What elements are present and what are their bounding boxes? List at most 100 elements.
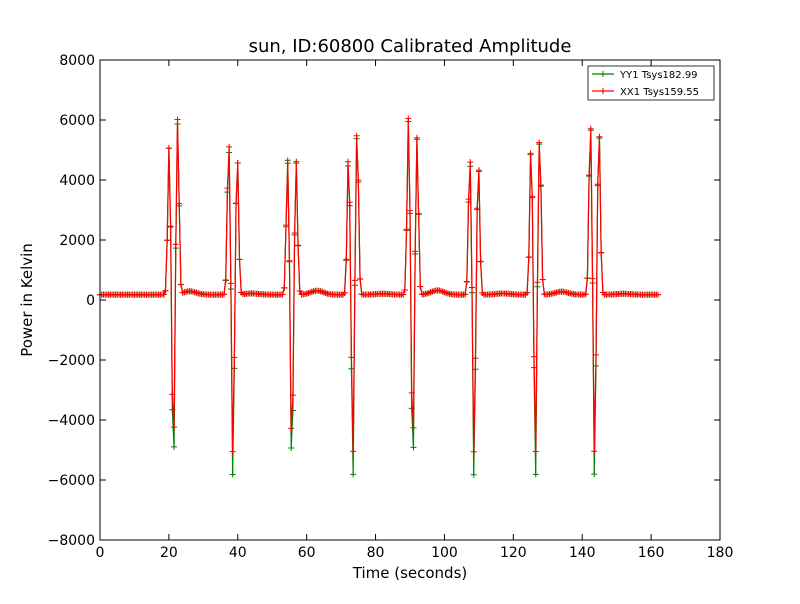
data-point <box>524 289 531 296</box>
data-point <box>221 291 227 298</box>
data-point <box>227 280 234 287</box>
y-tick-label: −4000 <box>48 413 95 429</box>
data-point <box>405 115 412 122</box>
data-point <box>171 443 178 450</box>
axis-ticks: 0 20 40 60 80 100 120 140 160 180 −8000 −6000 −4000 −… <box>48 53 734 561</box>
x-tick-label: 180 <box>707 545 734 561</box>
x-tick-label: 160 <box>638 545 665 561</box>
data-point <box>412 248 419 255</box>
legend-box <box>587 65 715 101</box>
data-point <box>234 160 241 167</box>
data-point <box>296 287 303 294</box>
y-tick-label: −6000 <box>48 473 95 489</box>
data-point <box>345 158 351 165</box>
y-tick-label: −8000 <box>48 533 95 549</box>
y-tick-label: 4000 <box>59 173 95 189</box>
data-point <box>283 223 289 230</box>
y-tick-label: 0 <box>86 293 95 309</box>
data-point <box>176 200 183 207</box>
data-point <box>539 276 546 283</box>
data-point <box>467 159 474 166</box>
y-tick-label: 2000 <box>59 233 95 249</box>
data-point <box>279 291 286 298</box>
data-point <box>350 471 357 478</box>
data-point <box>474 205 481 212</box>
data-point <box>233 200 240 207</box>
data-point <box>534 279 541 286</box>
x-tick-label: 0 <box>96 545 105 561</box>
data-point <box>174 116 181 123</box>
data-point <box>229 471 236 478</box>
data-point <box>410 424 417 431</box>
legend-marker <box>600 71 606 77</box>
legend: YY1 Tsys182.99 XX1 Tsys159.55 <box>587 65 715 101</box>
x-axis-label: Time (seconds) <box>352 564 468 582</box>
data-point <box>289 392 296 399</box>
data-point <box>236 256 243 263</box>
data-point <box>353 132 360 139</box>
data-point <box>288 425 295 432</box>
data-point <box>594 181 601 188</box>
data-point <box>410 444 417 451</box>
x-tick-label: 80 <box>367 545 385 561</box>
x-tick-label: 120 <box>500 545 527 561</box>
data-point <box>462 291 469 298</box>
data-point <box>284 160 291 167</box>
data-point <box>413 134 420 141</box>
data-point <box>417 283 424 290</box>
data-point <box>584 275 591 282</box>
y-axis-label: Power in Kelvin <box>18 243 36 357</box>
data-point <box>408 389 415 396</box>
data-point <box>591 448 598 455</box>
data-point <box>357 275 364 282</box>
data-point <box>293 158 300 165</box>
data-point <box>525 253 532 260</box>
data-point <box>346 199 353 206</box>
data-point <box>403 226 410 233</box>
y-tick-label: 6000 <box>59 113 95 129</box>
data-point <box>532 471 539 478</box>
data-point <box>470 448 477 455</box>
series-xx1 <box>97 115 661 455</box>
data-point <box>655 291 661 298</box>
data-point <box>351 277 358 284</box>
data-point <box>589 275 596 282</box>
data-point <box>231 354 238 361</box>
y-tick-label: −2000 <box>48 353 95 369</box>
data-point <box>469 284 475 291</box>
chart-title: sun, ID:60800 Calibrated Amplitude <box>249 36 572 57</box>
data-point <box>465 196 472 203</box>
data-point <box>224 185 231 192</box>
x-tick-label: 20 <box>160 545 178 561</box>
data-point <box>172 241 179 248</box>
legend-marker <box>600 88 606 94</box>
data-point <box>591 471 598 478</box>
x-tick-label: 100 <box>431 545 458 561</box>
x-tick-label: 40 <box>229 545 247 561</box>
data-point <box>598 249 605 256</box>
data-point <box>470 471 477 478</box>
data-point <box>171 424 178 431</box>
data-point <box>475 167 482 174</box>
data-point <box>281 284 288 291</box>
data-point <box>286 257 293 264</box>
data-point <box>529 193 536 200</box>
data-point <box>401 286 408 293</box>
data-point <box>177 281 184 288</box>
x-tick-label: 140 <box>569 545 596 561</box>
data-point <box>222 276 229 283</box>
data-point <box>350 448 357 455</box>
data-point <box>226 143 233 150</box>
y-tick-label: 8000 <box>59 53 95 69</box>
data-point <box>527 150 534 157</box>
data-point <box>587 125 594 132</box>
data-point <box>288 445 295 452</box>
data-point <box>160 291 167 298</box>
data-point <box>343 256 350 263</box>
data-point <box>537 182 544 189</box>
data-point <box>400 291 407 298</box>
legend-label-yy1: YY1 Tsys182.99 <box>619 70 698 81</box>
data-point <box>341 289 348 296</box>
